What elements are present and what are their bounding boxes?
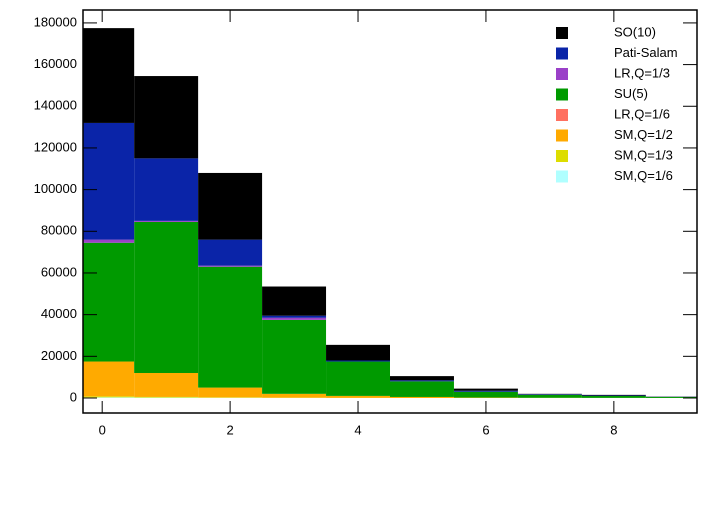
bar-segment [70,397,134,398]
bar-segment [198,240,262,266]
x-tick-label: 6 [482,422,489,437]
x-tick-label: 0 [99,422,106,437]
bar-segment [134,222,198,373]
bar-segment [582,395,646,396]
legend-swatch [556,171,568,183]
bar-segment [582,396,646,398]
bar-segment [134,397,198,398]
x-tick-label: 8 [610,422,617,437]
bar-segment [134,373,198,397]
bar-segment [390,381,454,397]
bar-segment [518,395,582,398]
y-tick-label: 20000 [41,348,77,363]
plot-area [70,28,708,398]
y-tick-label: 100000 [34,181,77,196]
bar-segment [70,243,134,362]
bar-segment [646,397,708,398]
x-tick-label: 4 [354,422,361,437]
bar-segment [198,388,262,398]
bar-segment [262,394,326,398]
y-tick-label: 80000 [41,223,77,238]
legend-label: SO(10) [614,24,656,39]
legend-label: SM,Q=1/6 [614,168,673,183]
bar-segment [262,287,326,316]
y-tick-label: 60000 [41,264,77,279]
bar-segment [454,392,518,398]
bar-segment [198,267,262,388]
bar-segment [70,240,134,243]
bar-segment [326,362,390,396]
legend-label: SU(5) [614,86,648,101]
legend-label: Pati-Salam [614,45,678,60]
bar-segment [134,158,198,221]
legend-swatch [556,109,568,121]
y-tick-label: 140000 [34,98,77,113]
bar-segment [390,397,454,398]
legend-label: LR,Q=1/3 [614,65,670,80]
legend-label: SM,Q=1/2 [614,127,673,142]
legend-swatch [556,68,568,80]
legend-swatch [556,130,568,142]
bar-segment [454,391,518,392]
bar-segment [198,173,262,240]
x-tick-label: 2 [226,422,233,437]
y-tick-label: 120000 [34,139,77,154]
bar-segment [134,76,198,158]
y-tick-label: 180000 [34,14,77,29]
bar-segment [262,318,326,320]
bar-segment [70,28,134,123]
y-tick-label: 160000 [34,56,77,71]
bar-segment [326,345,390,361]
bar-segment [70,123,134,240]
bar-segment [454,389,518,391]
bar-segment [198,266,262,267]
bar-segment [70,362,134,397]
bar-segment [326,360,390,361]
bar-segment [390,380,454,381]
bar-segment [326,396,390,398]
legend-label: LR,Q=1/6 [614,106,670,121]
legend-swatch [556,48,568,60]
bar-segment [70,396,134,397]
y-tick-label: 40000 [41,306,77,321]
y-tick-label: 0 [70,389,77,404]
legend-label: SM,Q=1/3 [614,147,673,162]
bar-segment [518,394,582,395]
bar-segment [390,376,454,380]
legend-swatch [556,27,568,39]
legend-swatch [556,89,568,101]
legend-swatch [556,150,568,162]
bar-segment [262,316,326,318]
bar-segment [262,320,326,394]
bar-segment [134,221,198,222]
